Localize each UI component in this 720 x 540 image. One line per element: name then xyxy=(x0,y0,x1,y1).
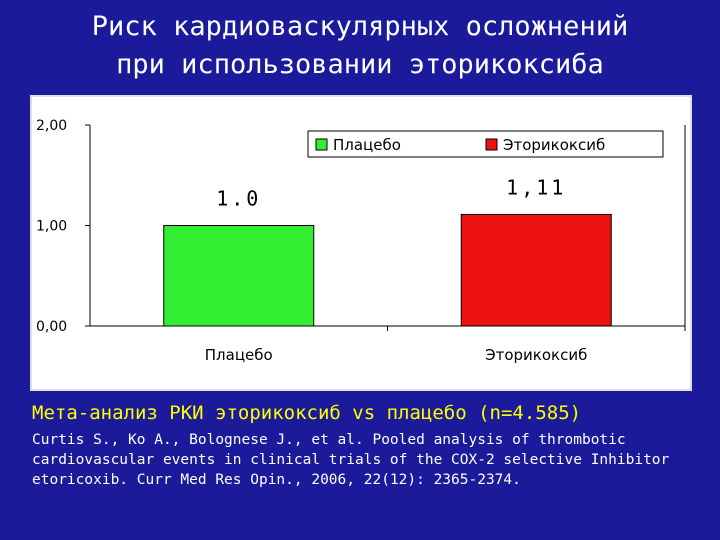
y-tick-label: 1,00 xyxy=(36,219,67,235)
legend-swatch xyxy=(315,138,328,151)
data-label: 1.0 xyxy=(216,187,261,211)
legend-swatch xyxy=(485,138,498,151)
x-category-label: Плацебо xyxy=(205,346,273,364)
caption: Мета-анализ РКИ эторикоксиб vs плацебо (… xyxy=(32,398,702,490)
y-tick-label: 2,00 xyxy=(36,118,67,134)
citation-line-3: etoricoxib. Curr Med Res Opin., 2006, 22… xyxy=(32,472,521,488)
legend-label: Плацебо xyxy=(333,136,401,154)
bar-1 xyxy=(163,225,315,327)
legend-label: Эторикоксиб xyxy=(503,136,605,154)
meta-analysis-text: Мета-анализ РКИ эторикоксиб vs плацебо (… xyxy=(32,402,582,424)
x-category-label: Эторикоксиб xyxy=(485,346,587,364)
chart-legend: Плацебо Эторикоксиб xyxy=(307,130,664,158)
y-tick-label: 0,00 xyxy=(36,319,67,335)
citation: Curtis S., Ko A., Bolognese J., et al. P… xyxy=(32,430,702,490)
bar-chart: 0,00 1,00 2,00 Плацебо 1.0 Эторикоксиб 1,11 П… xyxy=(30,95,692,391)
data-label: 1,11 xyxy=(506,175,566,199)
title-line-1: Риск кардиоваскулярных осложнений xyxy=(91,11,629,42)
bar-2 xyxy=(460,213,612,327)
slide-title: Риск кардиоваскулярных осложнений при ис… xyxy=(0,8,720,84)
chart-panel: 0,00 1,00 2,00 Плацебо 1.0 Эторикоксиб 1,11 П… xyxy=(30,95,692,391)
title-line-2: при использовании эторикоксиба xyxy=(116,49,604,80)
citation-line-1: Curtis S., Ko A., Bolognese J., et al. P… xyxy=(32,432,626,448)
citation-line-2: cardiovascular events in clinical trials… xyxy=(32,452,670,468)
